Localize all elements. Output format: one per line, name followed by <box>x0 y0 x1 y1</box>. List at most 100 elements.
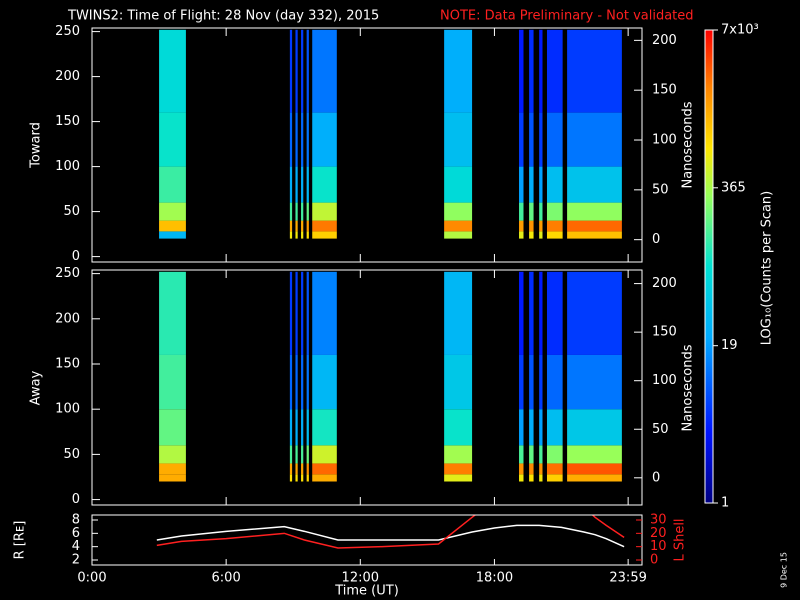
heatmap-cell <box>546 463 563 475</box>
heatmap-cell <box>519 445 524 464</box>
heatmap-cell <box>567 202 622 221</box>
heatmap-cell <box>444 220 473 232</box>
heatmap-cell <box>159 202 186 221</box>
heatmap-cell <box>546 474 563 482</box>
heatmap-cell <box>301 29 304 113</box>
heatmap-cell <box>289 112 293 167</box>
heatmap-cell <box>295 220 298 232</box>
heatmap-cell <box>539 271 543 355</box>
heatmap-cell <box>567 463 622 475</box>
heatmap-cell <box>306 409 309 446</box>
heatmap-cell <box>529 271 534 355</box>
heatmap-cell <box>159 29 186 113</box>
heatmap-cell <box>539 463 543 475</box>
chart-title: TWINS2: Time of Flight: 28 Nov (day 332)… <box>67 9 379 24</box>
y2-tick-label: 0 <box>652 232 660 247</box>
y-tick-label: 250 <box>55 266 80 281</box>
heatmap-cell <box>567 220 622 232</box>
heatmap-cell <box>289 354 293 410</box>
colorbar-tick-label: 365 <box>721 180 746 195</box>
heatmap-cell <box>529 202 534 221</box>
heatmap-cell <box>529 220 534 232</box>
heatmap-cell <box>289 220 293 232</box>
y2-axis-label: Nanoseconds <box>681 344 696 431</box>
heatmap-cell <box>567 29 622 113</box>
heatmap-cell <box>301 474 304 482</box>
heatmap-cell <box>289 409 293 446</box>
heatmap-cell <box>519 220 524 232</box>
heatmap-cell <box>567 354 622 410</box>
heatmap-cell <box>289 166 293 203</box>
heatmap-cell <box>519 202 524 221</box>
heatmap-cell <box>306 463 309 475</box>
heatmap-cell <box>289 463 293 475</box>
y-tick-label: 200 <box>55 311 80 326</box>
y2-tick-label: 100 <box>652 133 677 148</box>
heatmap-cell <box>312 202 337 221</box>
y-tick-label: 250 <box>55 24 80 39</box>
heatmap-cell <box>306 445 309 464</box>
heatmap-cell <box>312 220 337 232</box>
heatmap-cell <box>312 463 337 475</box>
heatmap-cell <box>444 231 473 239</box>
plot-frame <box>91 269 643 506</box>
heatmap-cell <box>295 445 298 464</box>
y2-tick-label: 100 <box>652 373 677 388</box>
heatmap-cell <box>444 112 473 167</box>
line-series <box>156 524 625 548</box>
heatmap-cell <box>306 220 309 232</box>
heatmap-cell <box>159 474 186 482</box>
heatmap-cell <box>159 166 186 203</box>
y2-tick-label: 50 <box>652 182 669 197</box>
date-stamp: 9 Dec 15 <box>780 552 789 588</box>
y-tick-label: 50 <box>63 204 80 219</box>
heatmap-cell <box>159 409 186 446</box>
heatmap-cell <box>289 474 293 482</box>
heatmap-cell <box>546 112 563 167</box>
heatmap-cell <box>289 231 293 239</box>
y-tick-label: 6 <box>72 526 80 541</box>
heatmap-cell <box>295 231 298 239</box>
heatmap-cell <box>306 166 309 203</box>
heatmap-cell <box>295 409 298 446</box>
heatmap-cell <box>539 409 543 446</box>
heatmap-cell <box>567 231 622 239</box>
y-tick-label: 150 <box>55 357 80 372</box>
heatmap-cell <box>539 112 543 167</box>
orbit-lines <box>156 515 625 549</box>
plot-frame <box>91 514 643 566</box>
heatmap-cell <box>301 220 304 232</box>
heatmap-cell <box>295 29 298 113</box>
heatmap-cell <box>312 112 337 167</box>
heatmap-cell <box>295 354 298 410</box>
heatmap-cell <box>159 354 186 410</box>
y2-tick-label: 30 <box>650 513 667 528</box>
y2-axis-label: L Shell <box>673 518 688 561</box>
heatmap-cell <box>301 445 304 464</box>
x-tick-label: 18:00 <box>476 571 513 586</box>
heatmap-cell <box>444 202 473 221</box>
x-tick-label: 12:00 <box>342 571 379 586</box>
heatmap-cell <box>529 463 534 475</box>
heatmap-cell <box>312 166 337 203</box>
y2-tick-label: 150 <box>652 325 677 340</box>
y-tick-label: 200 <box>55 69 80 84</box>
y2-tick-label: 50 <box>652 422 669 437</box>
heatmap-cell <box>539 29 543 113</box>
heatmap-cell <box>444 445 473 464</box>
y-axis-label: Toward <box>29 122 44 169</box>
heatmap-cell <box>312 354 337 410</box>
heatmap-cell <box>529 409 534 446</box>
heatmap-cell <box>519 271 524 355</box>
colorbar-tick-label: 1 <box>721 496 729 511</box>
heatmap-cell <box>567 166 622 203</box>
y2-tick-label: 0 <box>652 470 660 485</box>
heatmap-cell <box>289 202 293 221</box>
heatmap-cell <box>301 463 304 475</box>
heatmap-cell <box>312 271 337 355</box>
heatmap-cell <box>519 474 524 482</box>
heatmap <box>159 271 622 482</box>
heatmap-cell <box>567 474 622 482</box>
